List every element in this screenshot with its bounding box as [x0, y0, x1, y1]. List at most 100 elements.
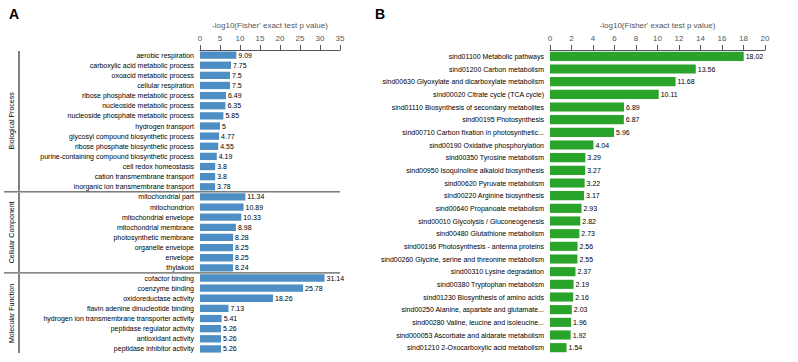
- svg-text:25.78: 25.78: [305, 285, 323, 292]
- svg-text:sind000053 Ascorbate and aldar: sind000053 Ascorbate and aldarate metabo…: [396, 332, 544, 339]
- svg-text:B: B: [375, 6, 385, 22]
- svg-text:sind01230 Biosynthesis of amin: sind01230 Biosynthesis of amino acids: [423, 294, 544, 302]
- svg-text:2.19: 2.19: [576, 281, 590, 288]
- svg-text:31.14: 31.14: [327, 275, 345, 282]
- svg-text:ribose phosphate metabolic pro: ribose phosphate metabolic process: [82, 92, 195, 100]
- svg-text:purine-containing compound bio: purine-containing compound biosynthetic …: [40, 153, 194, 161]
- svg-text:sind00620 Pyruvate metabolism: sind00620 Pyruvate metabolism: [444, 180, 544, 188]
- svg-text:0: 0: [198, 34, 203, 43]
- svg-text:6.49: 6.49: [228, 92, 242, 99]
- svg-text:sind00250 Alanine, aspartate a: sind00250 Alanine, aspartate and glutama…: [402, 306, 544, 314]
- svg-text:sind00280 Valine, leucine and: sind00280 Valine, leucine and isoleucine…: [412, 319, 544, 326]
- svg-text:10.89: 10.89: [246, 204, 264, 211]
- svg-text:organelle envelope: organelle envelope: [135, 244, 194, 252]
- svg-text:sind00380 Tryptophan metabolis: sind00380 Tryptophan metabolism: [437, 281, 544, 289]
- svg-text:7.5: 7.5: [232, 82, 242, 89]
- svg-text:sind00310 Lysine degradation: sind00310 Lysine degradation: [451, 268, 544, 276]
- svg-text:sind01200 Carbon metabolism: sind01200 Carbon metabolism: [449, 66, 544, 73]
- svg-text:10.11: 10.11: [661, 91, 678, 98]
- svg-text:sind00260 Glycine, serine and: sind00260 Glycine, serine and threonine …: [381, 256, 544, 264]
- svg-text:20: 20: [276, 34, 285, 43]
- svg-text:2.37: 2.37: [577, 268, 591, 275]
- svg-text:3.22: 3.22: [587, 180, 601, 187]
- svg-text:15: 15: [256, 34, 265, 43]
- svg-text:sind01100 Metabolic pathways: sind01100 Metabolic pathways: [449, 53, 545, 61]
- svg-text:0: 0: [548, 34, 553, 43]
- svg-text:6.35: 6.35: [227, 102, 241, 109]
- svg-text:8.98: 8.98: [238, 224, 252, 231]
- svg-text:8.25: 8.25: [235, 254, 249, 261]
- svg-text:6: 6: [612, 34, 617, 43]
- svg-text:nucleoside metabolic process: nucleoside metabolic process: [102, 102, 194, 110]
- svg-text:11.68: 11.68: [678, 78, 695, 85]
- svg-text:2: 2: [569, 34, 574, 43]
- svg-text:7.13: 7.13: [231, 305, 245, 312]
- svg-text:sind00350 Tyrosine metabolism: sind00350 Tyrosine metabolism: [446, 154, 544, 162]
- svg-text:5.26: 5.26: [223, 335, 237, 342]
- svg-text:sind00480 Glutathione metaboli: sind00480 Glutathione metabolism: [436, 230, 544, 237]
- svg-text:2.16: 2.16: [575, 294, 589, 301]
- svg-text:3.8: 3.8: [217, 173, 227, 180]
- svg-text:3.17: 3.17: [586, 192, 600, 199]
- svg-text:cell redox homeostasis: cell redox homeostasis: [123, 163, 195, 170]
- svg-text:9.09: 9.09: [238, 52, 252, 59]
- svg-text:8.28: 8.28: [235, 234, 249, 241]
- svg-text:2.55: 2.55: [579, 256, 593, 263]
- svg-text:3.8: 3.8: [217, 163, 227, 170]
- svg-text:coenzyme binding: coenzyme binding: [138, 285, 195, 293]
- svg-text:11.34: 11.34: [247, 193, 264, 200]
- svg-text:8.24: 8.24: [235, 264, 249, 271]
- svg-text:2.73: 2.73: [581, 230, 595, 237]
- svg-text:aerobic respiration: aerobic respiration: [136, 52, 194, 60]
- svg-text:8.25: 8.25: [235, 244, 249, 251]
- svg-text:8: 8: [634, 34, 639, 43]
- svg-text:35: 35: [336, 34, 345, 43]
- svg-text:5.85: 5.85: [225, 112, 239, 119]
- svg-text:16: 16: [718, 34, 727, 43]
- svg-text:3.78: 3.78: [217, 183, 231, 190]
- svg-text:hydrogen ion transmembrane tra: hydrogen ion transmembrane transporter a…: [43, 315, 194, 323]
- svg-text:mitochondrial part: mitochondrial part: [138, 193, 194, 201]
- svg-text:oxidoreductase activity: oxidoreductase activity: [123, 295, 194, 303]
- svg-text:1.92: 1.92: [573, 332, 587, 339]
- svg-text:Molecular Function: Molecular Function: [8, 284, 15, 343]
- svg-text:2.93: 2.93: [583, 205, 597, 212]
- svg-text:glycosyl compound biosynthetic: glycosyl compound biosynthetic process: [69, 133, 194, 141]
- svg-text:25: 25: [296, 34, 305, 43]
- svg-text:30: 30: [316, 34, 325, 43]
- svg-text:5.41: 5.41: [224, 315, 238, 322]
- svg-text:inorganic ion transmembrane tr: inorganic ion transmembrane transport: [74, 183, 194, 191]
- svg-text:20: 20: [761, 34, 770, 43]
- svg-text:1.54: 1.54: [569, 344, 583, 351]
- svg-text:sind00190 Oxidative phosphoryl: sind00190 Oxidative phosphorylation: [429, 142, 544, 150]
- svg-text:1.96: 1.96: [573, 319, 587, 326]
- svg-text:ribose phosphate biosynthetic: ribose phosphate biosynthetic process: [75, 143, 195, 151]
- svg-text:mitochondrial envelope: mitochondrial envelope: [122, 214, 194, 222]
- svg-text:cation transmembrane transport: cation transmembrane transport: [95, 173, 194, 181]
- svg-text:3.27: 3.27: [587, 167, 601, 174]
- svg-text:photosynthetic membrane: photosynthetic membrane: [113, 234, 194, 242]
- svg-text:sind00630 Glyoxylate and dicar: sind00630 Glyoxylate and dicarboxylate m…: [383, 78, 545, 86]
- svg-text:mitochondrion: mitochondrion: [150, 204, 194, 211]
- svg-text:5.26: 5.26: [223, 345, 237, 352]
- svg-text:sind00196 Photosynthesis - ant: sind00196 Photosynthesis - antenna prote…: [404, 243, 545, 251]
- svg-text:sind00710 Carbon fixation in p: sind00710 Carbon fixation in photosynthe…: [402, 129, 544, 137]
- svg-text:sind00195 Photosynthesis: sind00195 Photosynthesis: [462, 116, 544, 124]
- svg-text:4: 4: [591, 34, 596, 43]
- svg-text:18.26: 18.26: [275, 295, 293, 302]
- svg-text:-log10(Fisher' exact test p va: -log10(Fisher' exact test p value): [600, 21, 716, 30]
- svg-text:oxoacid metabolic process: oxoacid metabolic process: [112, 72, 195, 80]
- svg-text:6.89: 6.89: [626, 104, 640, 111]
- svg-text:2.56: 2.56: [580, 243, 594, 250]
- svg-text:carboxylic acid metabolic proc: carboxylic acid metabolic process: [90, 62, 195, 70]
- svg-text:-log10(Fisher' exact test p va: -log10(Fisher' exact test p value): [212, 21, 328, 30]
- svg-text:5.96: 5.96: [616, 129, 630, 136]
- svg-text:Biological Process: Biological Process: [8, 92, 16, 150]
- svg-text:5: 5: [218, 34, 223, 43]
- svg-text:mitochondrial membrane: mitochondrial membrane: [117, 224, 194, 231]
- svg-text:A: A: [9, 6, 19, 22]
- svg-text:12: 12: [675, 34, 684, 43]
- svg-text:18.02: 18.02: [746, 53, 764, 60]
- svg-text:3.29: 3.29: [587, 154, 601, 161]
- svg-text:10: 10: [653, 34, 662, 43]
